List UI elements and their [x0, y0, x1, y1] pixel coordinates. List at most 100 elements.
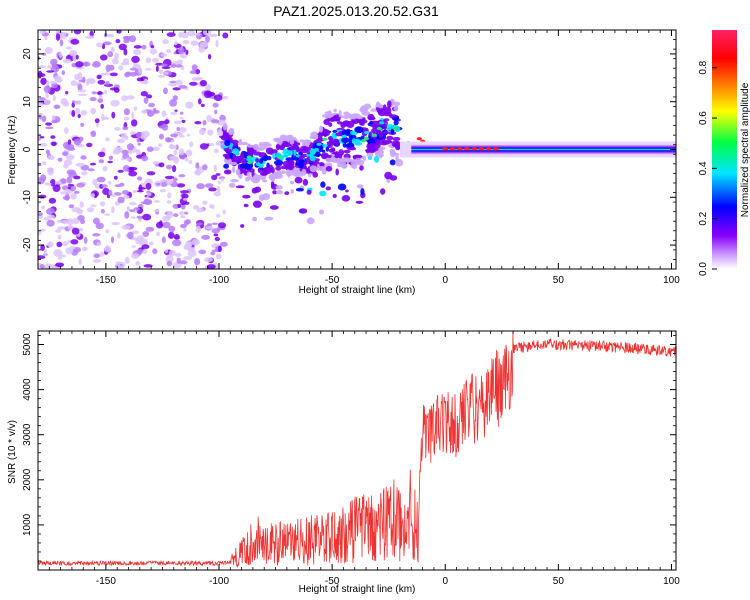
- hotspot-blob: [285, 150, 291, 154]
- noise-blob: [136, 235, 144, 242]
- noise-blob: [131, 55, 140, 64]
- noise-blob: [206, 114, 212, 122]
- noise-blob: [138, 67, 143, 74]
- noise-blob: [100, 72, 104, 77]
- noise-blob: [166, 49, 172, 54]
- transition-blob: [354, 154, 363, 159]
- noise-blob: [204, 183, 214, 188]
- transition-blob: [368, 131, 372, 137]
- transition-blob: [325, 157, 333, 163]
- transition-blob: [303, 161, 309, 165]
- noise-blob: [143, 97, 149, 104]
- noise-blob: [82, 76, 86, 84]
- noise-blob: [220, 177, 225, 182]
- transition-blob: [345, 130, 351, 137]
- noise-blob: [96, 42, 103, 48]
- transition-blob: [375, 101, 381, 108]
- transition-blob: [328, 140, 333, 148]
- noise-blob: [146, 94, 153, 99]
- noise-blob: [165, 255, 174, 263]
- heatmap-marks: [38, 30, 676, 269]
- noise-blob: [169, 80, 178, 84]
- noise-blob: [121, 149, 129, 155]
- noise-blob: [57, 234, 62, 240]
- transition-blob: [393, 101, 400, 107]
- noise-blob: [67, 218, 74, 226]
- transition-blob: [343, 149, 351, 154]
- transition-blob: [360, 188, 365, 195]
- transition-blob: [242, 194, 251, 199]
- noise-blob: [147, 110, 154, 117]
- transition-blob: [383, 112, 393, 117]
- figure-title: PAZ1.2025.013.20.52.G31: [273, 3, 439, 19]
- noise-blob: [41, 115, 47, 122]
- noise-blob: [211, 174, 218, 181]
- noise-blob: [158, 162, 165, 168]
- noise-blob: [67, 183, 75, 187]
- noise-blob: [164, 249, 169, 254]
- heatmap-x-tick-label: 100: [663, 275, 680, 286]
- noise-blob: [130, 216, 136, 219]
- noise-blob: [108, 155, 114, 160]
- noise-blob: [202, 164, 208, 171]
- noise-blob: [141, 44, 147, 50]
- noise-blob: [179, 126, 187, 133]
- noise-blob: [113, 147, 123, 154]
- transition-blob: [332, 138, 341, 146]
- noise-blob: [111, 58, 119, 65]
- noise-blob: [116, 30, 122, 34]
- noise-blob: [141, 155, 149, 162]
- noise-blob: [190, 40, 199, 46]
- colorbar-label: Normalized spectral amplitude: [740, 82, 750, 217]
- noise-blob: [182, 40, 190, 45]
- noise-blob: [178, 47, 185, 55]
- noise-blob: [89, 162, 97, 166]
- noise-blob: [216, 140, 220, 146]
- noise-blob: [124, 211, 130, 219]
- noise-blob: [146, 192, 152, 197]
- noise-blob: [62, 101, 70, 107]
- noise-blob: [92, 61, 101, 68]
- transition-blob: [373, 155, 380, 163]
- noise-blob: [39, 264, 45, 269]
- noise-blob: [172, 87, 181, 91]
- noise-blob: [161, 123, 169, 131]
- transition-blob: [380, 141, 387, 146]
- noise-blob: [201, 234, 211, 240]
- noise-blob: [104, 89, 108, 95]
- snr-frame: [37, 330, 677, 571]
- noise-blob: [179, 211, 184, 216]
- noise-blob: [197, 77, 202, 81]
- noise-blob: [45, 122, 52, 126]
- noise-blob: [102, 116, 110, 120]
- snr-y-tick-label: 2000: [22, 468, 33, 491]
- transition-blob: [247, 148, 254, 154]
- noise-blob: [222, 32, 229, 39]
- noise-blob: [100, 103, 104, 109]
- transition-blob: [228, 182, 236, 188]
- transition-blob: [387, 100, 392, 108]
- transition-blob: [232, 154, 236, 160]
- noise-blob: [146, 171, 156, 176]
- transition-blob: [301, 142, 307, 147]
- transition-blob: [232, 166, 236, 174]
- hotspot-blob: [376, 126, 382, 131]
- transition-blob: [239, 163, 246, 169]
- transition-blob: [258, 194, 265, 201]
- noise-blob: [45, 92, 49, 99]
- noise-blob: [126, 206, 131, 211]
- transition-blob: [270, 181, 275, 188]
- transition-blob: [386, 135, 394, 141]
- transition-blob: [257, 167, 262, 173]
- noise-blob: [115, 261, 121, 267]
- noise-blob: [100, 209, 105, 214]
- noise-blob: [54, 180, 62, 185]
- transition-blob: [384, 171, 393, 180]
- noise-blob: [79, 201, 84, 208]
- hotspot-blob: [416, 137, 422, 141]
- transition-blob: [338, 153, 343, 159]
- hotspot-blob: [363, 136, 369, 141]
- heatmap-y-tick-label: 20: [22, 48, 33, 60]
- transition-blob: [312, 135, 318, 140]
- transition-blob: [328, 122, 333, 127]
